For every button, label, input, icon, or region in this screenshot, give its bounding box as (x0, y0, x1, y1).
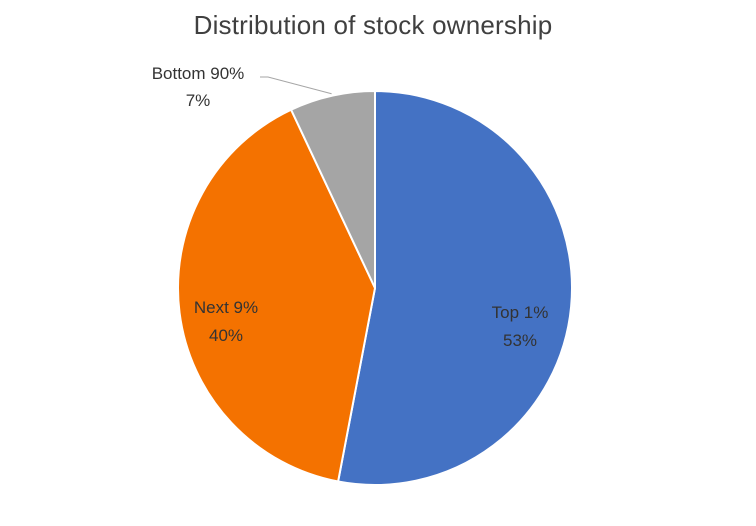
slice-name-label-bottom-90: Bottom 90% (152, 64, 245, 83)
slice-name-label-top-1: Top 1% (492, 303, 549, 322)
leader-line-bottom-90 (260, 76, 332, 95)
pie-slice-top-1 (336, 89, 573, 486)
slice-name-label-next-9: Next 9% (194, 298, 258, 317)
pie-slice-bottom-90 (289, 89, 376, 289)
slice-value-label-top-1: 53% (503, 331, 537, 350)
leader-lines (260, 76, 332, 95)
pie-slices (177, 89, 573, 486)
pie-slice-next-9 (177, 108, 377, 483)
slice-value-label-bottom-90: 7% (186, 91, 211, 110)
chart-title: Distribution of stock ownership (193, 10, 553, 40)
slice-value-label-next-9: 40% (209, 326, 243, 345)
slice-labels: Top 1% 53% Next 9% 40% Bottom 90% 7% (152, 64, 549, 350)
